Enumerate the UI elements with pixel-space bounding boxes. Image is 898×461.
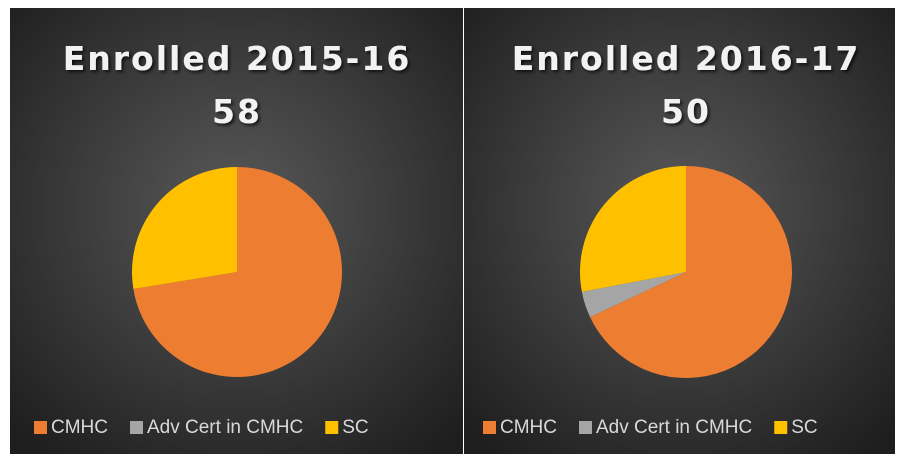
chart-title: Enrolled 2015-16	[63, 39, 412, 78]
pie-slice	[590, 166, 792, 378]
legend-swatch	[774, 421, 788, 434]
pie-slice	[131, 167, 237, 289]
legend-label: SC	[791, 417, 817, 438]
chart-subtitle: 58	[212, 92, 262, 131]
legend-label: Adv Cert in CMHC	[596, 417, 752, 438]
legend-label: CMHC	[500, 417, 557, 438]
pie-slice	[133, 167, 343, 377]
pie-slice	[580, 166, 686, 292]
legend-label: SC	[342, 417, 368, 438]
legend-swatch	[483, 421, 496, 434]
legend-label: Adv Cert in CMHC	[147, 417, 303, 438]
legend-swatch	[34, 421, 47, 434]
legend-swatch	[579, 421, 592, 434]
pie-slice	[581, 272, 686, 318]
legend-swatch	[325, 421, 339, 434]
legend-label: CMHC	[51, 417, 108, 438]
chart-title: Enrolled 2016-17	[512, 39, 861, 78]
legend-swatch	[130, 421, 143, 434]
chart-subtitle: 50	[661, 92, 711, 131]
